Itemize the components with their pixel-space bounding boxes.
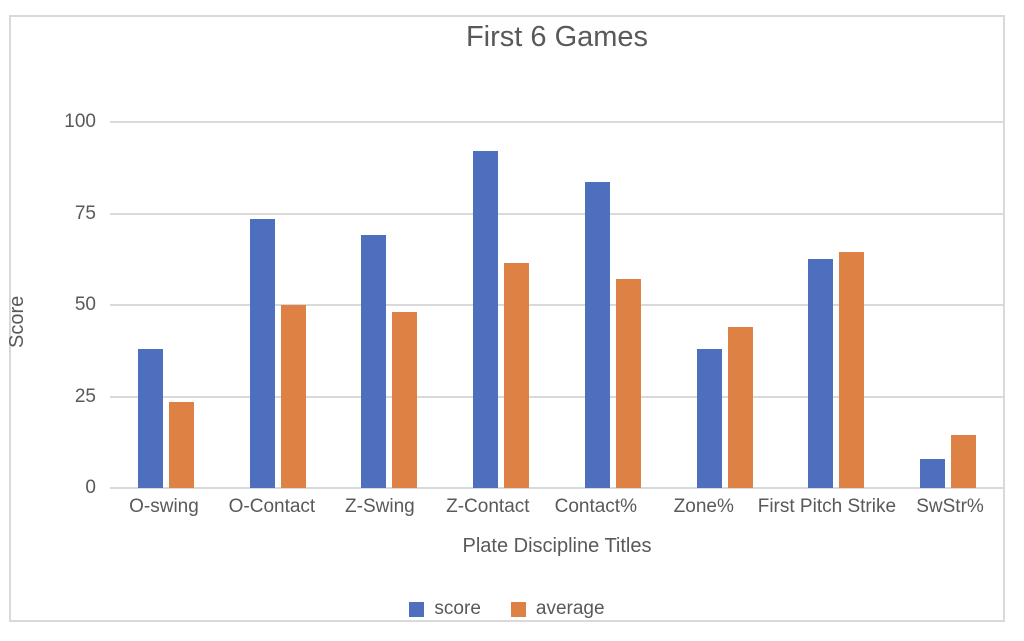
category-label-SwStr%: SwStr% [916,496,984,517]
bar-average-SwStr% [951,434,977,488]
category-label-Zone%: Zone% [673,496,734,517]
bar-group-Contact% [557,122,669,488]
category-label-O-swing: O-swing [129,496,199,517]
legend-item-average: average [510,598,605,620]
chart-title: First 6 Games [465,21,649,53]
y-tick-label-25: 25 [74,385,96,407]
x-axis-title: Plate Discipline Titles [462,535,652,557]
gridline-50 [110,304,1004,306]
category-label-O-Contact: O-Contact [228,496,316,517]
chart-frame: First 6 Games Score 0 25 50 75 100 O-swing O-… [6,15,1005,622]
bar-average-O-swing [168,402,194,488]
bar-score-SwStr% [920,458,946,488]
legend-label-average: average [535,598,605,619]
category-label-Z-Swing: Z-Swing [345,496,415,517]
x-axis-category-labels: O-swing O-Contact Z-Swing Z-Contact Contact%… [110,496,1004,518]
bar-average-Z-Contact [504,262,530,488]
bars-container [110,122,1004,488]
bar-score-O-swing [137,348,163,488]
bar-average-Contact% [615,279,641,488]
y-axis-title: Score [6,295,28,349]
y-tick-label-100: 100 [64,111,96,132]
bar-group-O-swing [110,122,222,488]
bar-score-First Pitch Strike [808,259,834,488]
category-label-Contact%: Contact% [554,496,637,517]
y-tick-label-75: 75 [74,202,96,224]
legend-label-score: score [434,598,481,619]
bar-score-O-Contact [249,219,275,488]
bar-group-First Pitch Strike [781,122,893,488]
category-label-Z-Contact: Z-Contact [446,496,530,517]
bar-score-Z-Contact [473,151,499,488]
bar-average-First Pitch Strike [839,251,865,488]
legend-item-score: score [409,598,481,620]
bar-group-Z-Contact [445,122,557,488]
gridline-75 [110,212,1004,215]
bar-group-SwStr% [892,122,1004,488]
bar-average-O-Contact [280,305,306,488]
bar-average-Zone% [727,326,753,488]
legend: score average [11,598,1003,620]
gridline-0 [110,487,1004,489]
bar-score-Z-Swing [361,235,387,488]
plot-area [110,121,1004,489]
bar-average-Z-Swing [392,312,418,488]
y-tick-label-0: 0 [85,477,96,498]
gridline-100 [110,121,1004,123]
bar-group-Z-Swing [334,122,446,488]
legend-swatch-score [409,601,425,617]
category-label-First Pitch Strike: First Pitch Strike [757,496,897,517]
legend-swatch-average [510,601,526,617]
bar-score-Zone% [696,348,722,488]
bar-score-Contact% [584,182,610,488]
bar-group-Zone% [669,122,781,488]
y-tick-label-50: 50 [74,294,96,315]
bar-group-O-Contact [222,122,334,488]
gridline-25 [110,395,1004,398]
